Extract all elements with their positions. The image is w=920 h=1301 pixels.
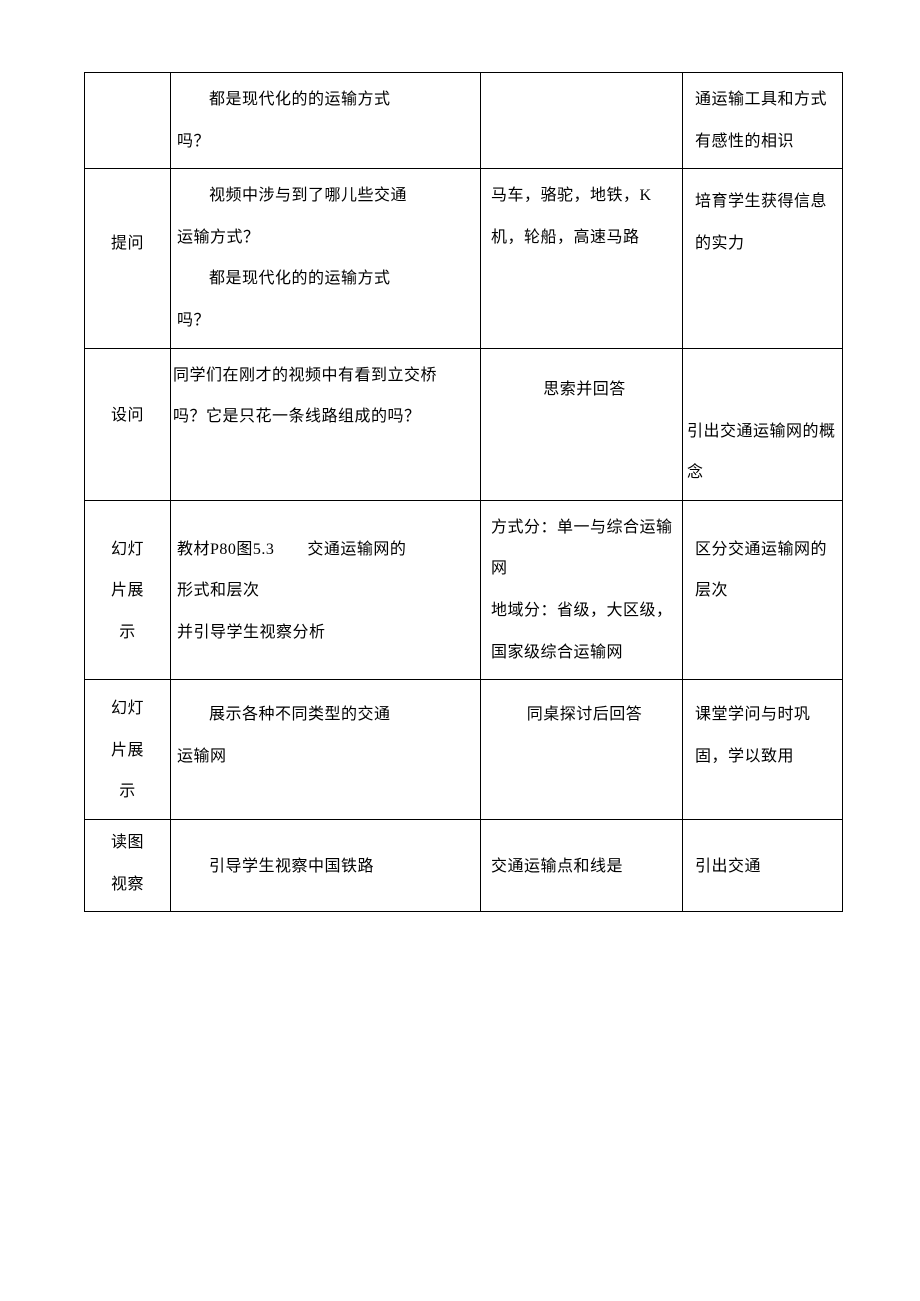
cell-text: 交通运输点和线是 [491, 846, 678, 888]
intent-cell: 通运输工具和方式有感性的相识 [683, 73, 843, 169]
teacher-activity-cell: 同学们在刚才的视频中有看到立交桥 吗？它是只花一条线路组成的吗？ [171, 348, 481, 500]
step-label: 读图 [89, 822, 166, 864]
intent-cell: 培育学生获得信息的实力 [683, 169, 843, 348]
intent-cell: 区分交通运输网的层次 [683, 500, 843, 679]
step-label: 设问 [89, 395, 166, 437]
cell-text: 引出交通运输网的概念 [687, 411, 838, 494]
step-cell [85, 73, 171, 169]
cell-text: 形式和层次 [177, 570, 474, 612]
student-activity-cell [481, 73, 683, 169]
lesson-plan-table: 都是现代化的的运输方式 吗？ 通运输工具和方式有感性的相识 提问 [84, 72, 843, 912]
cell-text: 吗？ [177, 121, 474, 163]
cell-spacer [173, 438, 478, 480]
cell-text: 马车，骆驼，地铁，K机，轮船，高速马路 [491, 175, 678, 258]
table-row: 读图 视察 引导学生视察中国铁路 交通运输点和线是 引出交通 [85, 819, 843, 911]
cell-text: 吗？它是只花一条线路组成的吗？ [173, 396, 478, 438]
step-label: 幻灯 [89, 529, 166, 571]
cell-text: 吗？ [177, 300, 474, 342]
teacher-activity-cell: 引导学生视察中国铁路 [171, 819, 481, 911]
step-label: 提问 [89, 223, 166, 265]
intent-cell: 引出交通运输网的概念 [683, 348, 843, 500]
step-label: 示 [89, 771, 166, 813]
teacher-activity-cell: 都是现代化的的运输方式 吗？ [171, 73, 481, 169]
step-cell: 幻灯 片展 示 [85, 500, 171, 679]
step-cell: 幻灯 片展 示 [85, 680, 171, 820]
step-cell: 提问 [85, 169, 171, 348]
cell-text: 运输方式？ [177, 217, 474, 259]
student-activity-cell: 方式分：单一与综合运输网 地域分：省级，大区级，国家级综合运输网 [481, 500, 683, 679]
cell-text: 引导学生视察中国铁路 [177, 846, 474, 888]
intent-cell: 引出交通 [683, 819, 843, 911]
step-cell: 读图 视察 [85, 819, 171, 911]
table-row: 幻灯 片展 示 教材P80图5.3 交通运输网的 形式和层次 并引导学生视察分析… [85, 500, 843, 679]
teacher-activity-cell: 展示各种不同类型的交通 运输网 [171, 680, 481, 820]
teacher-activity-cell: 视频中涉与到了哪儿些交通 运输方式？ 都是现代化的的运输方式 吗？ [171, 169, 481, 348]
cell-text: 课堂学问与时巩固，学以致用 [695, 694, 838, 777]
table-row: 都是现代化的的运输方式 吗？ 通运输工具和方式有感性的相识 [85, 73, 843, 169]
cell-text: 同学们在刚才的视频中有看到立交桥 [173, 355, 478, 397]
cell-text: 展示各种不同类型的交通 [177, 694, 474, 736]
student-activity-cell: 思索并回答 [481, 348, 683, 500]
cell-text: 并引导学生视察分析 [177, 612, 474, 654]
document-page: 都是现代化的的运输方式 吗？ 通运输工具和方式有感性的相识 提问 [0, 0, 920, 1301]
student-activity-cell: 马车，骆驼，地铁，K机，轮船，高速马路 [481, 169, 683, 348]
step-label: 片展 [89, 570, 166, 612]
cell-text: 引出交通 [695, 846, 838, 888]
step-label: 幻灯 [89, 688, 166, 730]
step-label: 示 [89, 612, 166, 654]
cell-text: 同桌探讨后回答 [491, 694, 678, 736]
teacher-activity-cell: 教材P80图5.3 交通运输网的 形式和层次 并引导学生视察分析 [171, 500, 481, 679]
student-activity-cell: 交通运输点和线是 [481, 819, 683, 911]
step-cell: 设问 [85, 348, 171, 500]
cell-text: 方式分：单一与综合运输网 地域分：省级，大区级，国家级综合运输网 [491, 507, 678, 673]
cell-text: 都是现代化的的运输方式 [177, 258, 474, 300]
cell-text: 运输网 [177, 736, 474, 778]
intent-cell: 课堂学问与时巩固，学以致用 [683, 680, 843, 820]
step-label: 视察 [89, 864, 166, 906]
table-row: 设问 同学们在刚才的视频中有看到立交桥 吗？它是只花一条线路组成的吗？ 思索并回… [85, 348, 843, 500]
cell-text: 教材P80图5.3 交通运输网的 [177, 529, 474, 571]
table-row: 幻灯 片展 示 展示各种不同类型的交通 运输网 同桌探讨后回答 [85, 680, 843, 820]
step-label: 片展 [89, 730, 166, 772]
cell-text: 都是现代化的的运输方式 [177, 79, 474, 121]
cell-text: 培育学生获得信息的实力 [695, 181, 838, 264]
table-row: 提问 视频中涉与到了哪儿些交通 运输方式？ 都是现代化的的运输方式 吗？ 马车，… [85, 169, 843, 348]
cell-text: 思索并回答 [491, 369, 678, 411]
cell-text: 区分交通运输网的层次 [695, 529, 838, 612]
cell-text: 视频中涉与到了哪儿些交通 [177, 175, 474, 217]
student-activity-cell: 同桌探讨后回答 [481, 680, 683, 820]
cell-text: 通运输工具和方式有感性的相识 [695, 79, 838, 162]
